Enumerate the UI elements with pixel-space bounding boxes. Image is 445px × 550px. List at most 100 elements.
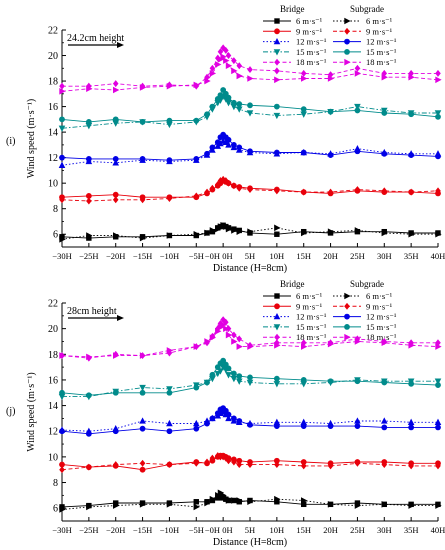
data-point <box>354 186 361 194</box>
data-point <box>354 70 362 77</box>
data-point <box>273 112 281 120</box>
x-tick-label: 0H <box>222 525 232 535</box>
data-point <box>112 156 119 162</box>
data-point <box>327 75 335 82</box>
data-point <box>113 502 120 509</box>
data-point <box>354 64 361 72</box>
data-point <box>381 461 388 469</box>
data-point <box>225 62 233 70</box>
data-point <box>354 378 361 385</box>
data-point <box>354 103 361 111</box>
data-point <box>301 229 308 237</box>
data-point <box>193 117 200 124</box>
x-axis-label: Distance (H=8cm) <box>213 537 287 548</box>
data-point <box>354 338 362 345</box>
y-tick-label: 8 <box>53 204 58 215</box>
data-point <box>204 111 210 118</box>
data-point <box>230 99 237 106</box>
data-point <box>225 94 232 101</box>
data-point <box>273 423 280 430</box>
y-tick-label: 10 <box>48 452 58 463</box>
legend-marker <box>274 58 280 66</box>
legend-marker <box>344 302 350 310</box>
data-point <box>230 375 238 383</box>
data-point <box>223 177 229 185</box>
data-point <box>236 184 243 192</box>
data-point <box>225 372 232 379</box>
series-line <box>61 455 438 471</box>
data-point <box>327 152 334 158</box>
data-point <box>435 382 441 388</box>
data-point <box>408 424 415 431</box>
data-point <box>300 423 307 430</box>
data-point <box>435 424 441 431</box>
annotation-arrowhead <box>117 315 124 321</box>
data-point <box>435 230 442 238</box>
data-point <box>354 502 362 509</box>
data-point <box>354 459 361 467</box>
data-point <box>214 139 221 146</box>
data-point <box>209 227 217 234</box>
data-point <box>225 457 232 465</box>
data-point <box>59 87 66 95</box>
data-point <box>112 428 119 435</box>
y-tick-label: 12 <box>48 427 58 438</box>
legend-label: 12 m·s⁻¹ <box>296 37 327 47</box>
data-point <box>193 425 200 432</box>
data-point <box>247 75 254 82</box>
legend-group-title: Bridge <box>280 4 305 14</box>
data-point <box>273 375 280 382</box>
data-point <box>273 149 280 156</box>
data-point <box>247 374 253 381</box>
data-point <box>274 187 280 195</box>
data-point <box>231 67 238 75</box>
data-point <box>113 86 120 94</box>
data-point <box>193 503 200 511</box>
legend-label: 6 m·s⁻¹ <box>296 291 323 301</box>
data-point <box>408 73 415 81</box>
data-point <box>139 234 147 242</box>
y-tick-label: 12 <box>48 153 58 164</box>
series-line <box>61 134 439 161</box>
data-point <box>408 502 415 509</box>
data-point <box>301 343 308 350</box>
series-line <box>61 224 438 240</box>
data-point <box>273 103 280 110</box>
data-point <box>434 378 442 385</box>
data-point <box>225 136 232 143</box>
y-tick-label: 22 <box>48 26 58 37</box>
x-tick-label: −30H <box>52 251 71 261</box>
data-point <box>86 353 93 361</box>
data-point <box>58 161 66 169</box>
data-point <box>209 64 216 72</box>
data-point <box>231 338 238 345</box>
data-point <box>327 108 334 115</box>
data-point <box>59 196 65 204</box>
legend-label: 9 m·s⁻¹ <box>296 301 323 311</box>
data-point <box>381 339 388 347</box>
data-point <box>209 184 216 192</box>
y-tick-label: 18 <box>48 350 58 361</box>
data-point <box>231 182 237 190</box>
x-tick-label: −25H <box>79 525 98 535</box>
data-point <box>139 417 146 424</box>
data-point <box>236 228 243 235</box>
x-tick-label: −5H <box>189 525 204 535</box>
y-axis-label: Wind speed (m·s⁻¹) <box>26 99 37 179</box>
y-tick-label: 10 <box>48 179 58 190</box>
data-point <box>381 187 388 195</box>
legend-group-title: Subgrade <box>350 4 384 14</box>
legend-marker <box>344 292 351 300</box>
data-point <box>85 119 92 125</box>
data-point <box>139 119 146 125</box>
data-point <box>217 92 224 98</box>
data-point <box>247 148 253 155</box>
x-tick-label: −20H <box>106 525 125 535</box>
y-tick-label: 20 <box>48 51 58 62</box>
data-point <box>193 192 200 200</box>
legend-marker <box>274 28 280 35</box>
data-point <box>225 179 232 187</box>
